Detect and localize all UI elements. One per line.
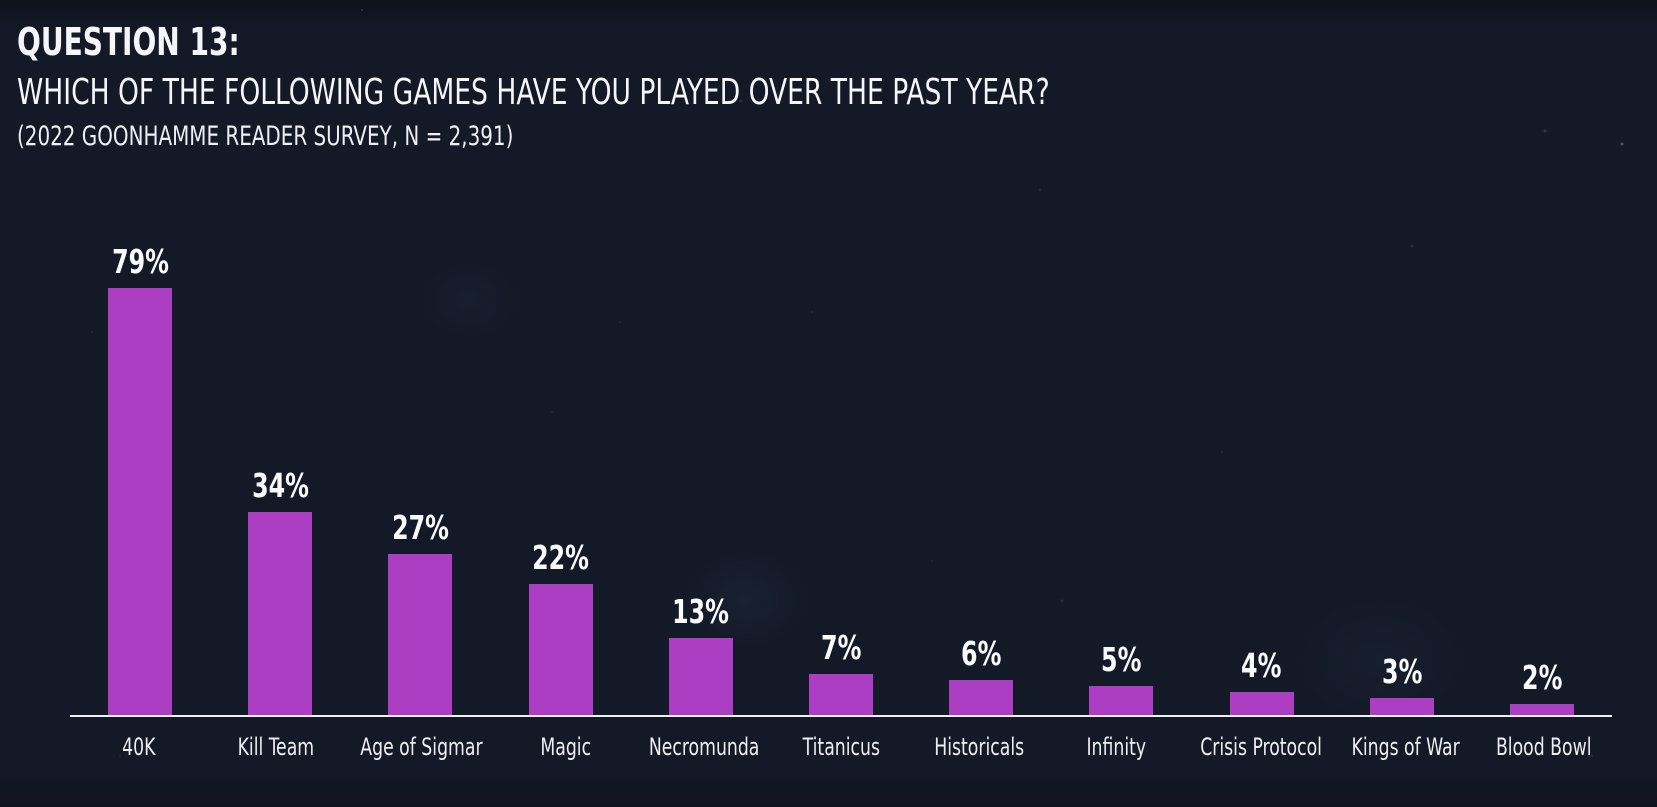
bar-value-label: 13% xyxy=(665,592,736,631)
question-number-title: QUESTION 13: xyxy=(17,20,1276,64)
bar-column-kill-team: 34% xyxy=(210,242,350,716)
bar-titanicus xyxy=(809,674,874,716)
survey-subtitle-text: (2022 GOONHAMME READER SURVEY, N = 2,391… xyxy=(17,120,514,152)
question-text-title: WHICH OF THE FOLLOWING GAMES HAVE YOU PL… xyxy=(17,72,1276,114)
category-label-kill-team: Kill Team xyxy=(207,731,344,761)
bar-value-text: 7% xyxy=(820,628,862,667)
bar-value-label: 3% xyxy=(1377,652,1427,691)
bar-infinity xyxy=(1089,686,1154,716)
bar-column-40k: 79% xyxy=(70,242,210,716)
category-label-text: Blood Bowl xyxy=(1495,733,1592,761)
bar-value-label: 22% xyxy=(525,538,596,577)
bar-column-magic: 22% xyxy=(491,242,631,716)
category-label-text: Infinity xyxy=(1086,733,1147,761)
category-label-historicals: Historicals xyxy=(910,731,1047,761)
category-label-text: Historicals xyxy=(934,733,1025,761)
bar-40k xyxy=(108,288,173,716)
category-label-necromunda: Necromunda xyxy=(635,731,773,761)
x-axis-category-labels: 40K Kill Team Age of Sigmar Magic Necromunda… xyxy=(70,731,1612,761)
category-label-crisis-protocol: Crisis Protocol xyxy=(1185,731,1337,761)
category-label-age-of-sigmar: Age of Sigmar xyxy=(345,731,498,761)
bar-age-of-sigmar xyxy=(388,554,453,716)
bar-value-text: 2% xyxy=(1521,658,1563,697)
bar-column-infinity: 5% xyxy=(1051,242,1191,716)
bar-magic xyxy=(528,584,593,716)
category-label-text: Kill Team xyxy=(237,733,315,761)
category-label-text: Titanicus xyxy=(803,733,881,761)
survey-subtitle: (2022 GOONHAMME READER SURVEY, N = 2,391… xyxy=(17,121,1276,153)
bar-value-text: 27% xyxy=(392,508,449,547)
category-label-text: Kings of War xyxy=(1351,733,1461,761)
bar-value-label: 7% xyxy=(816,628,866,667)
bar-value-text: 4% xyxy=(1241,646,1282,685)
bar-kill-team xyxy=(248,512,313,716)
bar-column-blood-bowl: 2% xyxy=(1472,242,1612,716)
category-label-infinity: Infinity xyxy=(1048,731,1185,761)
bar-crisis-protocol xyxy=(1229,692,1294,716)
bar-kings-of-war xyxy=(1369,698,1434,716)
category-label-text: 40K xyxy=(122,733,156,761)
question-text: WHICH OF THE FOLLOWING GAMES HAVE YOU PL… xyxy=(17,72,1050,114)
bar-value-label: 6% xyxy=(956,634,1006,673)
bar-column-historicals: 6% xyxy=(911,242,1051,716)
bar-value-text: 5% xyxy=(1101,640,1142,679)
category-label-text: Magic xyxy=(540,733,592,761)
bar-value-text: 34% xyxy=(251,466,309,505)
bar-column-crisis-protocol: 4% xyxy=(1192,242,1332,716)
bar-value-label: 34% xyxy=(245,466,316,505)
bar-necromunda xyxy=(668,638,733,716)
bar-historicals xyxy=(949,680,1014,716)
chart-header: QUESTION 13: WHICH OF THE FOLLOWING GAME… xyxy=(17,20,1276,153)
bar-column-necromunda: 13% xyxy=(631,242,771,716)
bar-value-label: 79% xyxy=(105,242,176,281)
category-label-blood-bowl: Blood Bowl xyxy=(1475,731,1612,761)
bar-value-text: 3% xyxy=(1381,652,1422,691)
category-label-titanicus: Titanicus xyxy=(773,731,910,761)
bar-chart-plot-area: 79% 34% 27% 22% 13% 7% 6% 5% 4% 3% 2% xyxy=(70,242,1612,716)
category-label-kings-of-war: Kings of War xyxy=(1337,731,1474,761)
bar-value-text: 6% xyxy=(961,634,1002,673)
x-axis-line xyxy=(70,715,1612,717)
bar-value-label: 2% xyxy=(1517,658,1567,697)
category-label-text: Age of Sigmar xyxy=(359,733,483,761)
bar-column-kings-of-war: 3% xyxy=(1332,242,1472,716)
category-label-40k: 40K xyxy=(70,731,207,761)
category-label-text: Crisis Protocol xyxy=(1200,733,1323,761)
bar-value-text: 22% xyxy=(532,538,590,577)
category-label-text: Necromunda xyxy=(648,733,760,761)
bar-column-titanicus: 7% xyxy=(771,242,911,716)
bar-value-label: 4% xyxy=(1236,646,1286,685)
question-number-text: QUESTION 13: xyxy=(17,20,240,64)
bar-value-text: 79% xyxy=(111,242,169,281)
bar-value-label: 5% xyxy=(1096,640,1146,679)
bar-blood-bowl xyxy=(1509,704,1574,716)
bar-value-label: 27% xyxy=(385,508,456,547)
bar-column-age-of-sigmar: 27% xyxy=(350,242,490,716)
category-label-magic: Magic xyxy=(498,731,635,761)
bar-value-text: 13% xyxy=(672,592,730,631)
